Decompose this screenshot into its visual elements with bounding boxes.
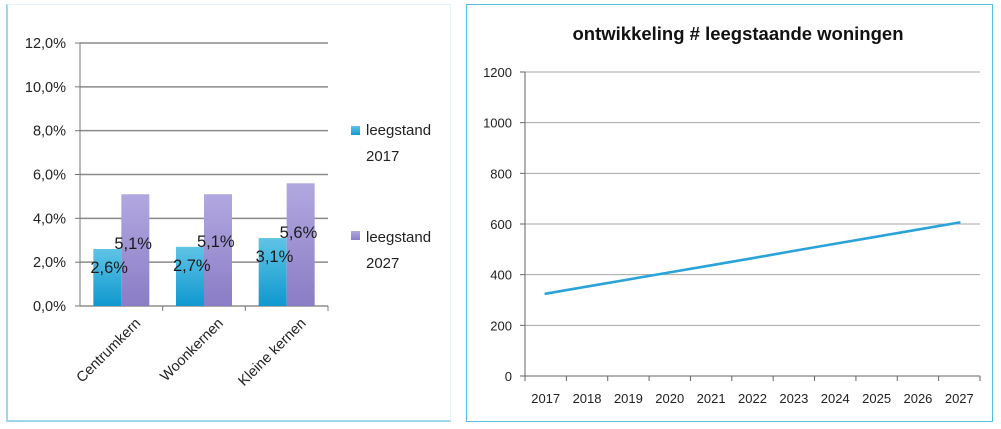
line-y-tick-label: 1200 [483,65,512,80]
bar-y-tick-label: 2,0% [33,255,66,271]
line-chart: ontwikkeling # leegstaande woningen 0 200… [483,23,981,406]
line-x-tick-label: 2025 [862,391,891,406]
legend-label-2027-line2: 2027 [366,255,399,272]
legend-label-2027-line1: leegstand [366,229,431,246]
bar-data-label-2017: 3,1% [256,248,294,266]
line-y-tick-label: 1000 [483,116,512,131]
bar-2027 [204,194,232,306]
line-y-tick-label: 0 [505,369,512,384]
line-series-path [544,221,961,295]
line-chart-panel [466,4,993,422]
line-x-tick-label: 2021 [697,391,726,406]
line-x-tick-label: 2027 [945,391,974,406]
bar-y-tick-label: 10,0% [25,80,66,96]
bar-y-tick-label: 4,0% [33,211,66,227]
legend-label-2017-line1: leegstand [366,122,431,139]
line-x-tick-label: 2022 [738,391,767,406]
bar-y-tick-label: 8,0% [33,124,66,140]
legend-swatch-2017 [351,126,360,135]
line-chart-series [544,221,961,295]
bar-data-label-2017: 2,7% [173,257,211,275]
bar-2017 [93,249,122,306]
bar-chart-legend: leegstand 2017 leegstand 2027 [351,122,431,272]
legend-label-2017-line2: 2017 [366,148,399,165]
bar-2017 [176,246,204,306]
line-x-tick-label: 2019 [614,391,643,406]
line-x-tick-label: 2020 [655,391,684,406]
bar-data-label-2027: 5,6% [280,224,318,242]
line-x-tick-label: 2023 [779,391,808,406]
legend-swatch-2027 [351,231,360,240]
bar-category-label: Kleine kernen [235,316,309,390]
line-x-tick-label: 2017 [531,391,560,406]
bar-data-label-2027: 5,1% [114,235,152,253]
line-y-tick-label: 600 [490,217,512,232]
bar-chart-panel [6,4,451,422]
line-chart-y-axis: 0 200 400 600 800 1000 1200 [483,65,980,384]
bar-category-label: Woonkernen [158,316,227,385]
bar-y-tick-label: 12,0% [25,36,66,52]
bar-chart: 0,0%2,0%4,0%6,0%8,0%10,0%12,0% 2,6%5,1%2… [25,36,431,390]
line-y-tick-label: 400 [490,268,512,283]
line-chart-gridlines [525,71,980,326]
line-y-tick-label: 800 [490,166,512,181]
line-x-tick-label: 2026 [903,391,932,406]
line-x-tick-label: 2024 [821,391,850,406]
line-chart-x-axis: 2017 2018 2019 2020 2021 2022 2023 2024 2025 2026… [524,376,981,406]
bar-2027 [121,194,150,306]
bar-data-label-2017: 2,6% [90,259,128,277]
line-y-tick-label: 200 [490,318,512,333]
line-x-tick-label: 2018 [573,391,602,406]
bar-2027 [286,183,315,306]
bar-chart-bars: 2,6% 5,1% 2,7% 5,1% 3,1% 5,6% [90,183,318,306]
bar-y-tick-label: 6,0% [33,168,66,184]
bar-chart-x-axis: Centrumkern Woonkernen Kleine kernen [74,306,329,390]
bar-category-label: Centrumkern [74,316,145,387]
bar-y-tick-label: 0,0% [33,299,66,315]
bar-data-label-2027: 5,1% [197,233,235,251]
line-chart-title: ontwikkeling # leegstaande woningen [572,23,903,44]
bar-2017 [258,238,287,306]
